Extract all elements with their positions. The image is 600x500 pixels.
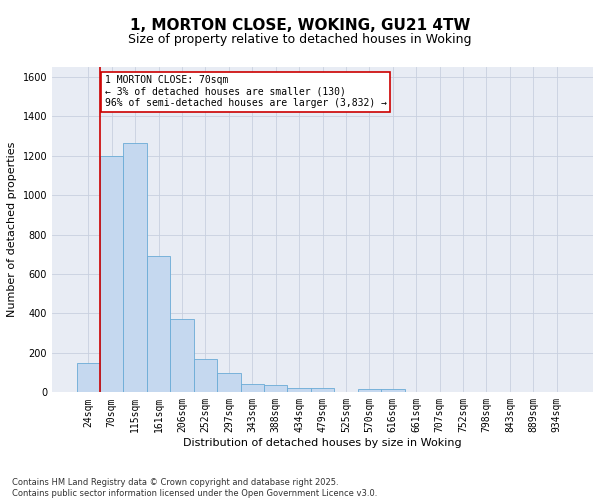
Bar	[264, 386, 287, 392]
Text: 1, MORTON CLOSE, WOKING, GU21 4TW: 1, MORTON CLOSE, WOKING, GU21 4TW	[130, 18, 470, 32]
Bar	[287, 388, 311, 392]
X-axis label: Distribution of detached houses by size in Woking: Distribution of detached houses by size …	[183, 438, 462, 448]
Text: Size of property relative to detached houses in Woking: Size of property relative to detached ho…	[128, 32, 472, 46]
Text: 1 MORTON CLOSE: 70sqm
← 3% of detached houses are smaller (130)
96% of semi-deta: 1 MORTON CLOSE: 70sqm ← 3% of detached h…	[104, 75, 386, 108]
Bar	[381, 389, 404, 392]
Bar	[311, 388, 334, 392]
Bar	[124, 143, 147, 392]
Bar	[147, 256, 170, 392]
Text: Contains HM Land Registry data © Crown copyright and database right 2025.
Contai: Contains HM Land Registry data © Crown c…	[12, 478, 377, 498]
Bar	[100, 156, 124, 392]
Bar	[358, 390, 381, 392]
Bar	[217, 372, 241, 392]
Bar	[170, 320, 194, 392]
Y-axis label: Number of detached properties: Number of detached properties	[7, 142, 17, 318]
Bar	[77, 363, 100, 392]
Bar	[194, 359, 217, 392]
Bar	[241, 384, 264, 392]
